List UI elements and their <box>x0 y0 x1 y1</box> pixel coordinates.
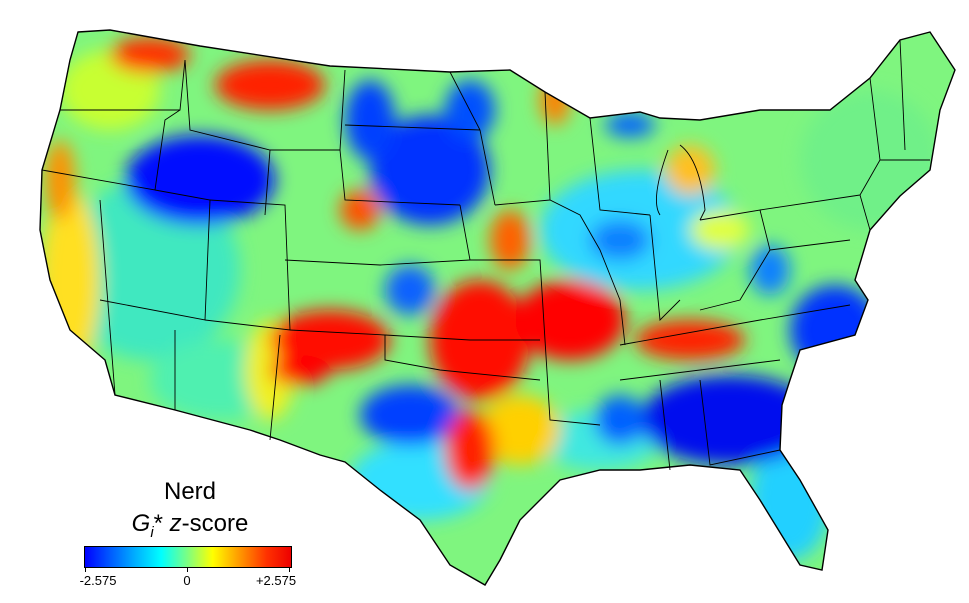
coldspot-kansas-sw <box>385 265 435 315</box>
coldspot-mississippi <box>595 395 645 445</box>
coldspot-montana-east <box>345 80 395 160</box>
region-michigan <box>665 145 715 195</box>
colorbar <box>84 546 292 568</box>
hotspot-new-mexico <box>270 355 330 385</box>
coldspot-wisconsin-up <box>605 113 655 137</box>
hotspot-east-texas <box>445 410 495 490</box>
tick-min <box>85 567 86 572</box>
statistic-subscript: i <box>150 523 154 541</box>
coldspot-illinois <box>590 220 650 260</box>
legend: Nerd Gi* z-score -2.575 0 +2.575 <box>70 472 310 597</box>
region-great-basin <box>60 180 240 360</box>
legend-title: Nerd <box>163 478 217 505</box>
hotspot-montana <box>215 60 325 110</box>
hotspot-north-idaho <box>110 37 190 73</box>
tick-label-max: +2.575 <box>255 573 297 588</box>
hotspot-minnesota <box>540 75 570 125</box>
region-texas-central <box>480 395 560 465</box>
tick-label-mid: 0 <box>183 573 191 588</box>
coldspot-west-virginia <box>750 245 790 295</box>
region-california <box>40 190 100 370</box>
coldspot-idaho-wyoming <box>125 135 275 225</box>
hotspot-utah-colorado <box>340 190 380 230</box>
tick-label-min: -2.575 <box>79 573 117 588</box>
hotspot-oregon-coast <box>45 140 75 220</box>
tick-max <box>289 567 290 572</box>
coldspot-west-texas <box>360 385 460 445</box>
region-ohio <box>690 210 750 250</box>
hotspot-iowa <box>490 210 530 270</box>
hotspot-tennessee <box>635 320 745 360</box>
tick-mid <box>187 567 188 572</box>
coldspot-southeast <box>640 375 820 465</box>
statistic-symbol: G <box>131 510 151 537</box>
coldspot-northern-plains <box>370 115 490 225</box>
statistic-unit-text: -score <box>181 510 249 537</box>
legend-subtitle: Gi* z-score <box>70 510 310 541</box>
state-boundaries <box>39 29 956 586</box>
statistic-unit-var: z <box>169 510 182 537</box>
hotspot-missouri-arkansas <box>515 280 625 360</box>
statistic-suffix: * <box>153 510 163 537</box>
